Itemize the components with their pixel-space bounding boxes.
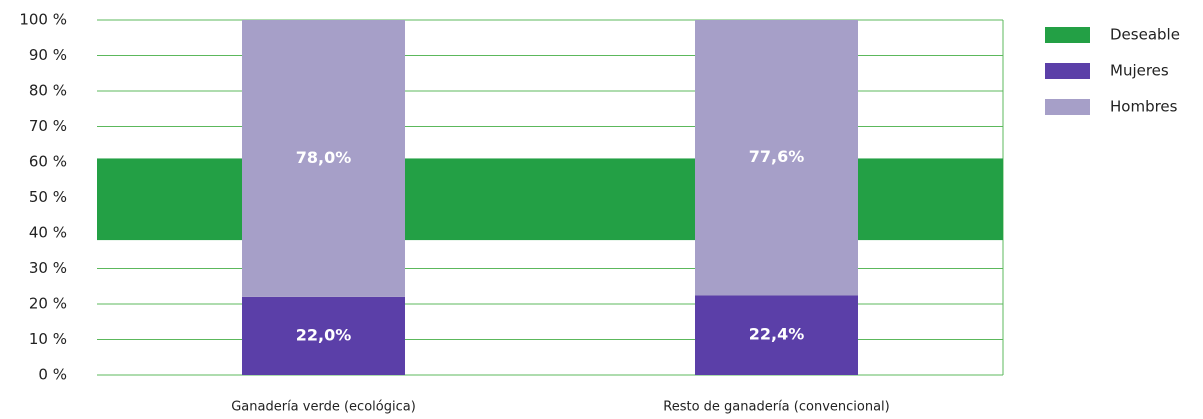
value-label: 78,0% bbox=[296, 148, 352, 167]
bar bbox=[242, 296, 405, 375]
y-tick-label: 20 % bbox=[29, 295, 67, 313]
x-tick-label: Ganadería verde (ecológica) bbox=[231, 400, 416, 415]
legend-label: Deseable bbox=[1110, 26, 1180, 44]
y-tick-label: 50 % bbox=[29, 188, 67, 206]
y-tick-label: 80 % bbox=[29, 82, 67, 100]
bar bbox=[242, 20, 405, 297]
y-tick-label: 90 % bbox=[29, 46, 67, 64]
y-tick-label: 60 % bbox=[29, 153, 67, 171]
value-label: 22,0% bbox=[296, 325, 352, 344]
legend-swatch bbox=[1045, 27, 1090, 43]
bar bbox=[695, 20, 858, 296]
value-label: 22,4% bbox=[749, 325, 805, 344]
legend-swatch bbox=[1045, 63, 1090, 79]
legend-swatch bbox=[1045, 99, 1090, 115]
y-tick-label: 70 % bbox=[29, 117, 67, 135]
legend-label: Hombres bbox=[1110, 98, 1178, 116]
bar bbox=[695, 295, 858, 375]
value-label: 77,6% bbox=[749, 147, 805, 166]
y-tick-label: 0 % bbox=[38, 366, 67, 384]
band bbox=[97, 158, 1003, 241]
y-tick-label: 30 % bbox=[29, 259, 67, 277]
y-tick-label: 40 % bbox=[29, 224, 67, 242]
y-tick-label: 100 % bbox=[19, 11, 67, 29]
y-tick-label: 10 % bbox=[29, 330, 67, 348]
x-tick-label: Resto de ganadería (convencional) bbox=[663, 400, 889, 415]
legend-label: Mujeres bbox=[1110, 62, 1169, 80]
